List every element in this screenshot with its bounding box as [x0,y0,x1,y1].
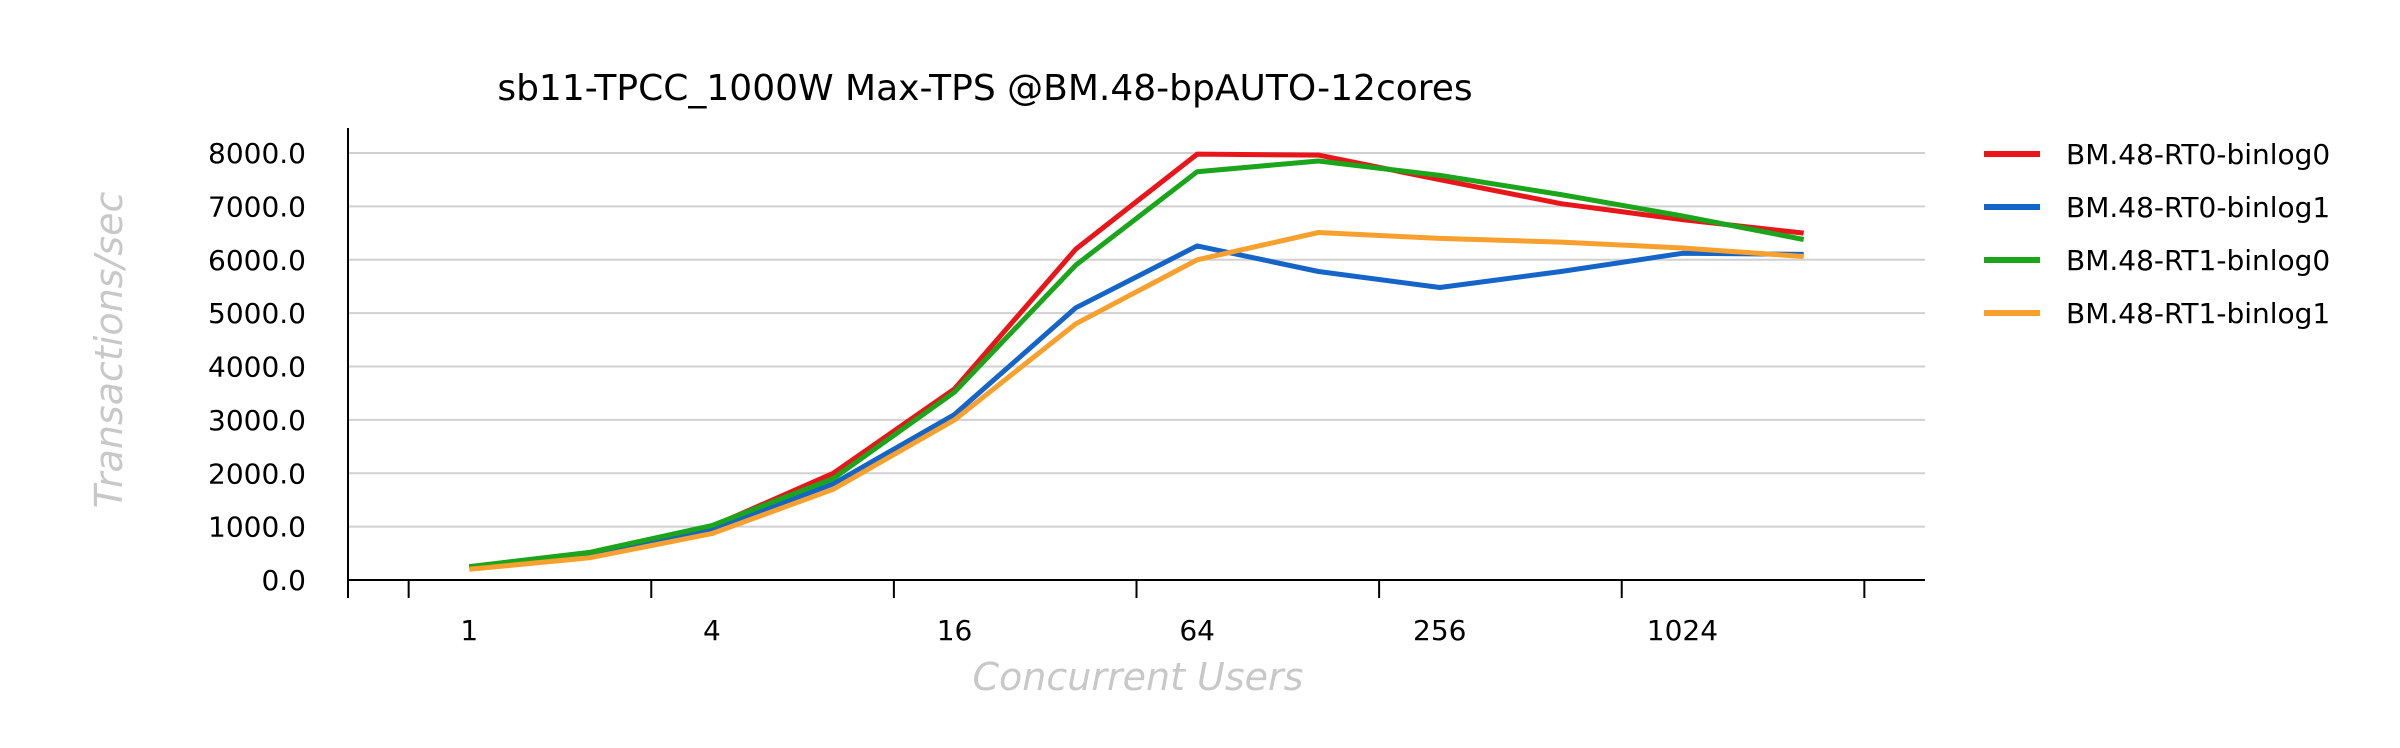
grid-lines [348,152,1925,528]
series-line-bm-48-rt1-binlog0 [469,158,1805,570]
legend: BM.48-RT0-binlog0 BM.48-RT0-binlog1 BM.48-… [1984,138,2330,330]
legend-label: BM.48-RT0-binlog0 [2066,138,2330,171]
x-axis-label: Concurrent Users [973,655,1304,699]
series-line-bm-48-rt1-binlog1 [469,230,1804,572]
series-lines [469,151,1805,572]
y-tick-label: 5000.0 [208,297,306,330]
y-tick-label: 3000.0 [208,404,306,437]
y-tick-label: 8000.0 [208,137,306,170]
x-tick-label: 1 [460,614,478,647]
x-tick-label: 256 [1413,614,1466,647]
y-tick-label: 4000.0 [208,351,306,384]
x-tick-label: 1024 [1647,614,1718,647]
y-tick-label: 0.0 [261,564,306,597]
axes: 0.0 1000.0 2000.0 3000.0 4000.0 5000.0 6000.0 7… [208,128,1925,647]
x-tick-label: 16 [937,614,973,647]
y-tick-label: 1000.0 [208,511,306,544]
y-tick-label: 2000.0 [208,457,306,490]
y-tick-label: 6000.0 [208,244,306,277]
series-line-bm-48-rt0-binlog1 [469,243,1804,571]
y-axis-label: Transactions/sec [87,192,131,509]
legend-label: BM.48-RT1-binlog1 [2066,297,2330,330]
legend-label: BM.48-RT1-binlog0 [2066,244,2330,277]
x-tick-label: 64 [1179,614,1215,647]
x-tick-label: 4 [703,614,721,647]
chart-title: sb11-TPCC_1000W Max-TPS @BM.48-bpAUTO-12… [497,68,1472,109]
legend-label: BM.48-RT0-binlog1 [2066,191,2330,224]
y-tick-label: 7000.0 [208,190,306,223]
